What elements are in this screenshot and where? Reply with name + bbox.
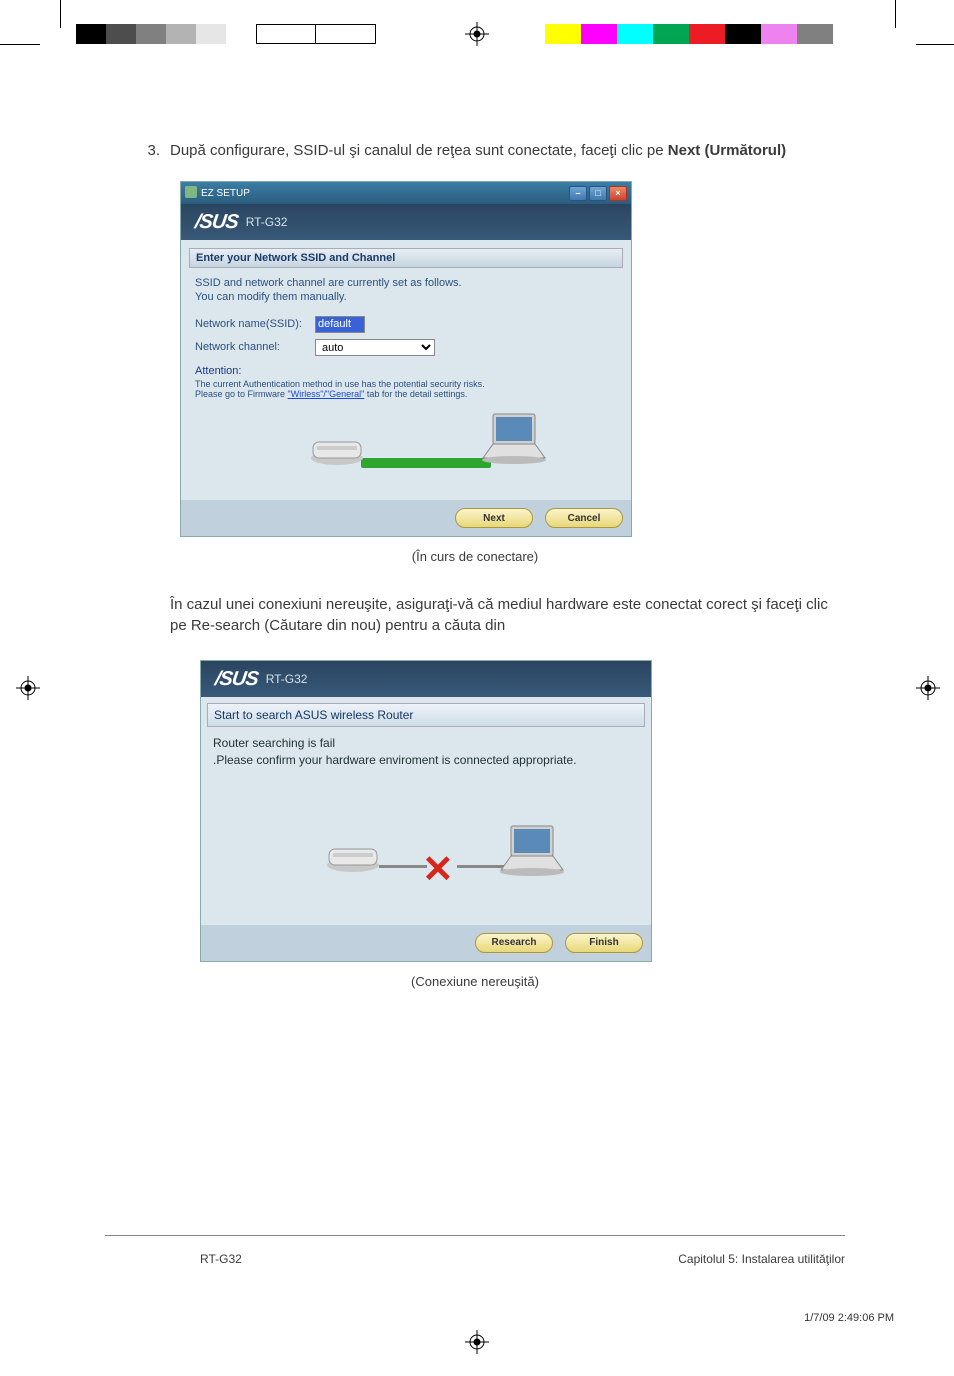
crop-mark <box>60 0 61 28</box>
fail-diagram: ✕ <box>207 769 645 919</box>
crop-mark <box>0 44 40 45</box>
crop-mark <box>895 0 896 28</box>
minimize-button[interactable]: – <box>569 186 587 201</box>
registration-mark-icon <box>916 676 940 700</box>
asus-banner: /SUS RT-G32 <box>201 661 651 697</box>
registration-mark-icon <box>16 676 40 700</box>
page-footer: RT-G32 Capitolul 5: Instalarea utilităţi… <box>105 1252 845 1266</box>
close-button[interactable]: × <box>609 186 627 201</box>
laptop-icon <box>479 412 549 471</box>
ssid-row: Network name(SSID): <box>189 313 623 336</box>
asus-logo-icon: /SUS <box>213 668 259 691</box>
caption-connecting: (În curs de conectare) <box>105 549 845 564</box>
fail-message: Router searching is fail .Please confirm… <box>207 727 645 769</box>
panel-title: Enter your Network SSID and Channel <box>189 248 623 268</box>
step-3: 3. După configurare, SSID-ul şi canalul … <box>105 140 845 161</box>
app-icon <box>185 186 197 201</box>
attention-text: The current Authentication method in use… <box>189 377 623 401</box>
next-button[interactable]: Next <box>455 508 533 528</box>
window-title: EZ SETUP <box>201 188 250 199</box>
panel-title: Start to search ASUS wireless Router <box>207 703 645 727</box>
wireless-general-link[interactable]: "Wirless"/"General" <box>288 389 365 399</box>
channel-row: Network channel: auto <box>189 336 623 359</box>
color-bar-left-outline <box>256 24 376 44</box>
button-row: Next Cancel <box>181 500 631 536</box>
print-timestamp: 1/7/09 2:49:06 PM <box>804 1312 894 1324</box>
color-bar-left <box>76 24 256 44</box>
laptop-icon <box>497 824 567 883</box>
panel-subtitle: SSID and network channel are currently s… <box>189 268 623 313</box>
step-number: 3. <box>105 140 170 161</box>
cancel-button[interactable]: Cancel <box>545 508 623 528</box>
asus-logo-icon: /SUS <box>193 211 239 234</box>
caption-fail: (Conexiune nereuşită) <box>105 974 845 989</box>
x-mark-icon: ✕ <box>422 847 454 892</box>
research-button[interactable]: Research <box>475 933 553 953</box>
connection-diagram <box>189 404 623 492</box>
screenshot-ez-setup: EZ SETUP – □ × /SUS RT-G32 Enter your Ne… <box>180 181 632 537</box>
registration-mark-icon <box>465 22 489 46</box>
ssid-label: Network name(SSID): <box>195 318 315 330</box>
registration-mark-icon <box>465 1330 489 1354</box>
channel-label: Network channel: <box>195 341 315 353</box>
color-bar-right <box>545 24 833 44</box>
connection-line <box>361 458 491 468</box>
page-content: 3. După configurare, SSID-ul şi canalul … <box>105 140 845 1019</box>
footer-chapter: Capitolul 5: Instalarea utilităţilor <box>678 1252 845 1266</box>
fail-body: Start to search ASUS wireless Router Rou… <box>201 697 651 925</box>
model-label: RT-G32 <box>246 215 288 229</box>
connection-stub <box>379 865 427 868</box>
maximize-button[interactable]: □ <box>589 186 607 201</box>
window-titlebar: EZ SETUP – □ × <box>181 182 631 204</box>
screenshot-search-fail: /SUS RT-G32 Start to search ASUS wireles… <box>200 660 652 962</box>
channel-select[interactable]: auto <box>315 339 435 356</box>
finish-button[interactable]: Finish <box>565 933 643 953</box>
footer-model: RT-G32 <box>105 1252 242 1266</box>
router-icon <box>325 839 381 878</box>
footer-rule <box>105 1235 845 1236</box>
button-row: Research Finish <box>201 925 651 961</box>
attention-label: Attention: <box>189 359 623 377</box>
router-icon <box>309 432 365 471</box>
model-label: RT-G32 <box>266 672 308 686</box>
setup-body: Enter your Network SSID and Channel SSID… <box>181 240 631 500</box>
ssid-input[interactable] <box>315 316 365 333</box>
crop-mark <box>916 44 954 45</box>
step-text: După configurare, SSID-ul şi canalul de … <box>170 140 845 161</box>
asus-banner: /SUS RT-G32 <box>181 204 631 240</box>
failure-instructions: În cazul unei conexiuni nereuşite, asigu… <box>170 594 845 636</box>
